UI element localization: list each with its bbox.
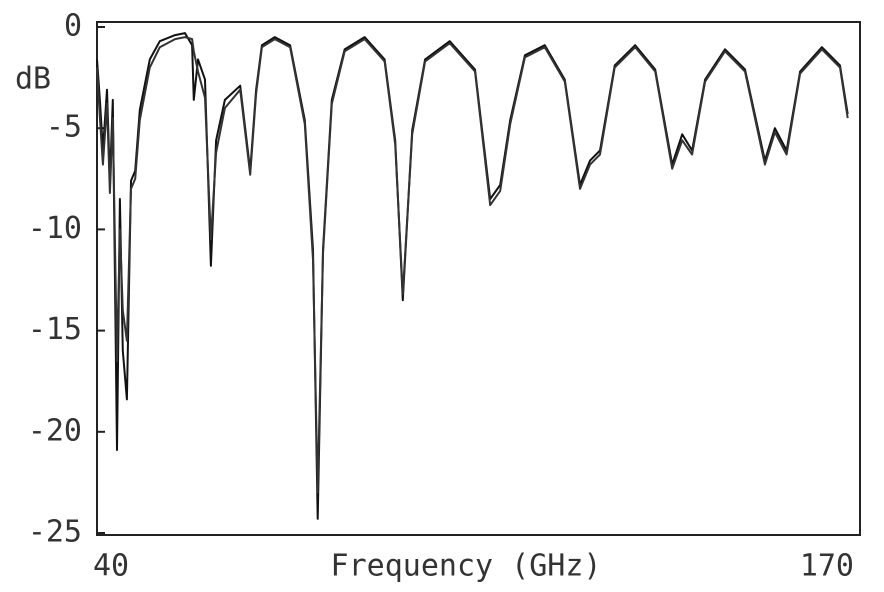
y-tick-label: -15 [28, 312, 82, 347]
data-line [96, 36, 849, 494]
x-tick-label: 170 [800, 549, 854, 584]
x-tick-label: 40 [93, 549, 129, 584]
y-tick-label: 0 [64, 9, 82, 44]
y-tick-label: -10 [28, 211, 82, 246]
y-axis-label: dB [15, 62, 51, 97]
plot-frame [96, 21, 861, 536]
y-tick-label: -20 [28, 413, 82, 448]
y-tick-label: -5 [46, 110, 82, 145]
data-line [96, 32, 849, 520]
y-tick-label: -25 [28, 515, 82, 550]
x-axis-label: Frequency (GHz) [331, 549, 602, 584]
